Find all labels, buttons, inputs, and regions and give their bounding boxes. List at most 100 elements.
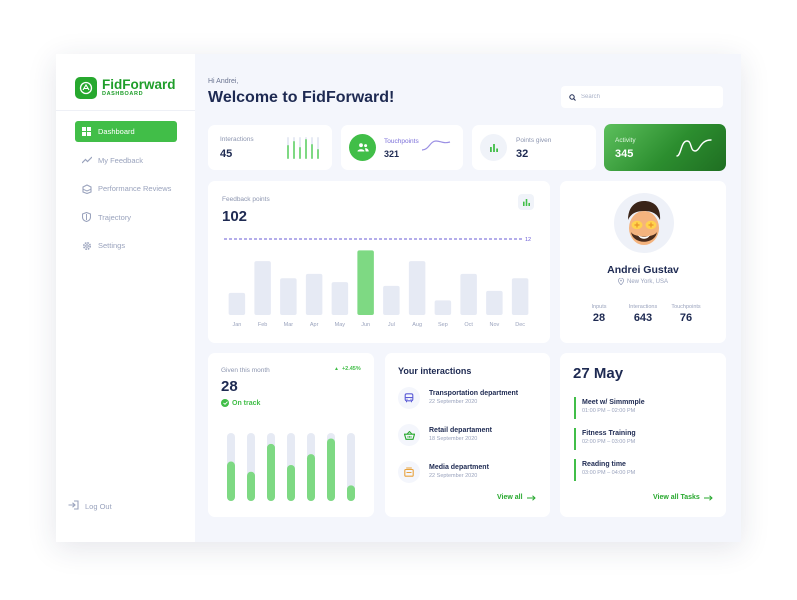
task-time: 01:00 PM – 02:00 PM bbox=[582, 408, 636, 414]
sidebar-item-label: Settings bbox=[98, 241, 126, 250]
shield-icon bbox=[81, 212, 92, 223]
sidebar-item-label: Dashboard bbox=[98, 127, 135, 136]
chart-tick-label: Aug bbox=[412, 322, 422, 328]
interaction-date: 22 September 2020 bbox=[429, 473, 478, 479]
tasks-card: 27 May Meet w/ Simmmple 01:00 PM – 02:00… bbox=[560, 353, 726, 517]
chart-bar-nov[interactable] bbox=[486, 290, 503, 315]
task-item[interactable]: Meet w/ Simmmple 01:00 PM – 02:00 PM bbox=[574, 397, 645, 419]
chart-bar-mar[interactable] bbox=[280, 278, 297, 315]
profile-stat-label: Interactions bbox=[628, 304, 658, 310]
location-pin-icon bbox=[617, 278, 624, 285]
stat-card-interactions[interactable]: Interactions 45 bbox=[208, 125, 332, 170]
task-item[interactable]: Reading time 03:00 PM – 04:00 PM bbox=[574, 459, 635, 481]
chart-target-label: 12 bbox=[525, 237, 531, 243]
progress-bar-fill[interactable] bbox=[307, 454, 315, 501]
chart-bar-jul[interactable] bbox=[383, 285, 400, 315]
sidebar-item-label: My Feedback bbox=[98, 155, 144, 165]
interaction-item[interactable]: Media department 22 September 2020 bbox=[398, 461, 489, 483]
bus-icon bbox=[398, 387, 420, 409]
arrow-right-icon bbox=[526, 494, 536, 501]
chart-bar-jan[interactable] bbox=[228, 292, 246, 315]
chart-tick-label: Jul bbox=[388, 322, 395, 328]
logout-icon bbox=[68, 500, 79, 512]
chart-tick-label: May bbox=[335, 322, 346, 328]
task-name: Reading time bbox=[582, 461, 626, 468]
users-icon bbox=[349, 134, 376, 161]
status-badge: On track bbox=[221, 399, 260, 407]
sidebar-item-label: Trajectory bbox=[98, 212, 132, 222]
logo[interactable]: FidForward DASHBOARD bbox=[75, 77, 176, 99]
logout-label: Log Out bbox=[85, 501, 112, 511]
interaction-item[interactable]: Transportation department 22 September 2… bbox=[398, 387, 518, 409]
progress-bar-fill[interactable] bbox=[287, 464, 295, 501]
sidebar-item-my-feedback[interactable]: My Feedback bbox=[75, 150, 177, 171]
stat-card-touchpoints[interactable]: Touchpoints 321 bbox=[341, 125, 463, 170]
profile-stat-value: 28 bbox=[592, 312, 606, 324]
chart-type-button[interactable] bbox=[518, 194, 534, 210]
page-title: Welcome to FidForward! bbox=[208, 89, 395, 106]
sidebar-item-settings[interactable]: Settings bbox=[75, 235, 177, 256]
profile-stat-value: 643 bbox=[633, 312, 653, 324]
progress-bar-fill[interactable] bbox=[227, 461, 235, 501]
chart-tick-label: Nov bbox=[489, 322, 499, 328]
search-icon bbox=[569, 88, 576, 106]
sidebar-item-trajectory[interactable]: Trajectory bbox=[75, 207, 177, 228]
chart-bar-jun[interactable] bbox=[357, 250, 374, 315]
activity-curve-icon bbox=[676, 139, 712, 157]
gear-icon bbox=[81, 240, 92, 251]
given-change-text: +2.45% bbox=[341, 366, 361, 372]
chart-bar-aug[interactable] bbox=[408, 261, 426, 315]
chart-tick-label: Mar bbox=[284, 322, 294, 328]
profile-stat-inputs: Inputs 28 bbox=[579, 304, 619, 324]
sidebar-item-performance-reviews[interactable]: Performance Reviews bbox=[75, 178, 177, 199]
sidebar-divider bbox=[56, 110, 195, 111]
chart-tick-label: Apr bbox=[310, 322, 319, 328]
search-input[interactable] bbox=[581, 94, 711, 100]
profile-stat-value: 76 bbox=[679, 312, 693, 324]
progress-bar-fill[interactable] bbox=[247, 471, 255, 501]
avatar[interactable] bbox=[614, 193, 674, 253]
chart-bar-apr[interactable] bbox=[305, 273, 323, 315]
interaction-name: Retail departament bbox=[429, 427, 493, 434]
view-all-link[interactable]: View all bbox=[497, 494, 536, 501]
stat-label: Interactions bbox=[220, 136, 254, 143]
trend-icon bbox=[81, 155, 92, 166]
logout-button[interactable]: Log Out bbox=[68, 500, 112, 512]
interactions-card: Your interactions Transportation departm… bbox=[385, 353, 550, 517]
chart-tick-label: Jun bbox=[361, 322, 370, 328]
view-all-tasks-link[interactable]: View all Tasks bbox=[653, 494, 713, 501]
chart-bar-feb[interactable] bbox=[254, 261, 271, 315]
arrow-up-icon: ▲ bbox=[334, 366, 339, 372]
logo-icon bbox=[75, 77, 97, 99]
chart-bar-oct[interactable] bbox=[460, 273, 477, 315]
stat-label: Points given bbox=[516, 137, 552, 144]
chart-bar-dec[interactable] bbox=[511, 278, 529, 315]
interaction-date: 22 September 2020 bbox=[429, 399, 478, 405]
profile-stat-touchpoints: Touchpoints 76 bbox=[666, 304, 706, 324]
app-window: FidForward DASHBOARD Dashboard My Feedba… bbox=[56, 54, 741, 542]
progress-bar-fill[interactable] bbox=[267, 443, 275, 501]
chart-bar-sep[interactable] bbox=[434, 300, 452, 315]
check-circle-icon bbox=[221, 399, 229, 407]
task-item[interactable]: Fitness Training 02:00 PM – 03:00 PM bbox=[574, 428, 636, 450]
media-icon bbox=[398, 461, 420, 483]
given-bar-chart bbox=[227, 433, 355, 501]
sparkline-icon bbox=[421, 140, 451, 151]
sidebar: FidForward DASHBOARD Dashboard My Feedba… bbox=[56, 54, 195, 542]
stat-value: 32 bbox=[516, 148, 529, 160]
stat-card-activity[interactable]: Activity 345 bbox=[604, 124, 726, 171]
interaction-item[interactable]: Retail departament 18 September 2020 bbox=[398, 424, 492, 446]
brand-subtitle: DASHBOARD bbox=[102, 91, 144, 97]
sidebar-item-label: Performance Reviews bbox=[98, 184, 172, 193]
stat-card-points-given[interactable]: Points given 32 bbox=[472, 125, 596, 170]
interaction-date: 18 September 2020 bbox=[429, 436, 478, 442]
sidebar-item-dashboard[interactable]: Dashboard bbox=[75, 121, 177, 142]
stat-label: Activity bbox=[615, 137, 636, 144]
progress-bar-fill[interactable] bbox=[347, 485, 355, 501]
bar-chart-icon bbox=[522, 198, 530, 206]
chart-tick-label: Dec bbox=[515, 322, 525, 328]
search-box[interactable] bbox=[561, 86, 723, 108]
greeting: Hi Andrei, bbox=[208, 78, 239, 85]
progress-bar-fill[interactable] bbox=[327, 438, 335, 501]
chart-bar-may[interactable] bbox=[331, 282, 349, 315]
